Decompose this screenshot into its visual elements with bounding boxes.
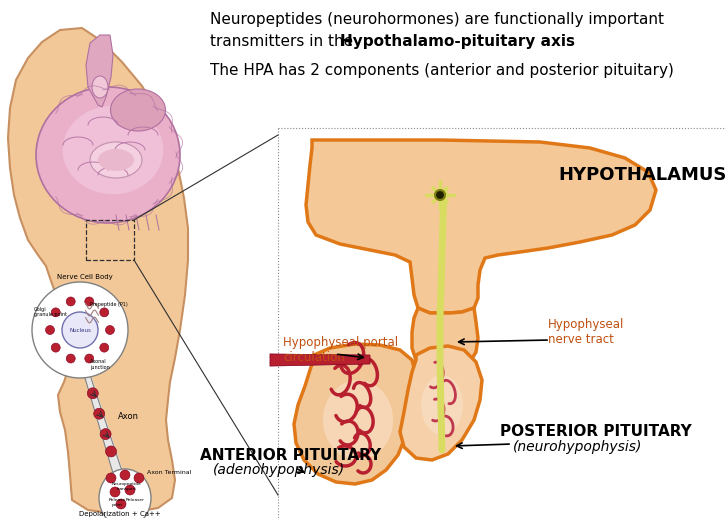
Text: Axon: Axon: [118, 412, 139, 421]
Ellipse shape: [92, 76, 108, 98]
Text: Hypothalamo-pituitary axis: Hypothalamo-pituitary axis: [340, 34, 575, 49]
Circle shape: [94, 408, 104, 419]
Text: transmitters in the: transmitters in the: [210, 34, 363, 49]
Text: Neuropeptides (neurohormones) are functionally important: Neuropeptides (neurohormones) are functi…: [210, 12, 664, 27]
Circle shape: [435, 190, 445, 200]
Text: Nucleus: Nucleus: [69, 327, 91, 333]
Ellipse shape: [323, 380, 393, 460]
Circle shape: [100, 308, 109, 317]
Text: Neuropeptide
transport: Neuropeptide transport: [112, 482, 142, 491]
Circle shape: [106, 446, 117, 457]
Text: (neurohypophysis): (neurohypophysis): [513, 440, 642, 454]
Circle shape: [62, 312, 98, 348]
Text: Golgi
granule point: Golgi granule point: [34, 307, 67, 318]
Ellipse shape: [99, 469, 151, 518]
Text: The HPA has 2 components (anterior and posterior pituitary): The HPA has 2 components (anterior and p…: [210, 63, 674, 78]
Polygon shape: [8, 28, 188, 513]
Bar: [86, 220, 134, 260]
Circle shape: [51, 308, 60, 317]
Ellipse shape: [110, 89, 165, 131]
Circle shape: [134, 473, 144, 483]
Text: (adenohypophysis): (adenohypophysis): [213, 463, 345, 477]
Text: Axonal
junction: Axonal junction: [90, 359, 109, 370]
Polygon shape: [412, 308, 478, 366]
Ellipse shape: [421, 375, 463, 435]
Circle shape: [100, 343, 109, 352]
Text: Releaser: Releaser: [125, 498, 144, 502]
Polygon shape: [270, 354, 370, 366]
Polygon shape: [400, 346, 482, 460]
Circle shape: [106, 325, 115, 335]
Ellipse shape: [62, 106, 163, 194]
Circle shape: [51, 343, 60, 352]
Text: HYPOTHALAMUS: HYPOTHALAMUS: [558, 166, 725, 184]
Circle shape: [85, 354, 94, 363]
Text: Nerve Cell Body: Nerve Cell Body: [57, 274, 113, 280]
Text: ANTERIOR PITUITARY: ANTERIOR PITUITARY: [200, 448, 381, 463]
Text: Prepeptide (P1): Prepeptide (P1): [90, 302, 128, 307]
Text: Depolarization + Ca++: Depolarization + Ca++: [79, 511, 161, 517]
Circle shape: [110, 487, 120, 497]
Circle shape: [46, 325, 54, 335]
Ellipse shape: [36, 87, 180, 223]
Circle shape: [66, 354, 75, 363]
Circle shape: [100, 428, 111, 440]
Polygon shape: [86, 35, 113, 107]
Text: Axon Terminal: Axon Terminal: [147, 469, 191, 474]
Polygon shape: [294, 344, 416, 484]
Polygon shape: [306, 140, 656, 313]
Ellipse shape: [98, 149, 134, 171]
Text: Hypophyseal
nerve tract: Hypophyseal nerve tract: [548, 318, 624, 346]
Circle shape: [85, 297, 94, 306]
Text: POSTERIOR PITUITARY: POSTERIOR PITUITARY: [500, 424, 692, 439]
Circle shape: [120, 470, 130, 480]
Text: Release
point: Release point: [109, 498, 125, 507]
Circle shape: [87, 388, 99, 399]
Circle shape: [125, 485, 135, 495]
Circle shape: [106, 473, 116, 483]
Ellipse shape: [90, 142, 142, 178]
Circle shape: [32, 282, 128, 378]
Circle shape: [66, 297, 75, 306]
Circle shape: [116, 499, 126, 509]
Text: Hypophyseal portal
circulation: Hypophyseal portal circulation: [283, 336, 398, 364]
